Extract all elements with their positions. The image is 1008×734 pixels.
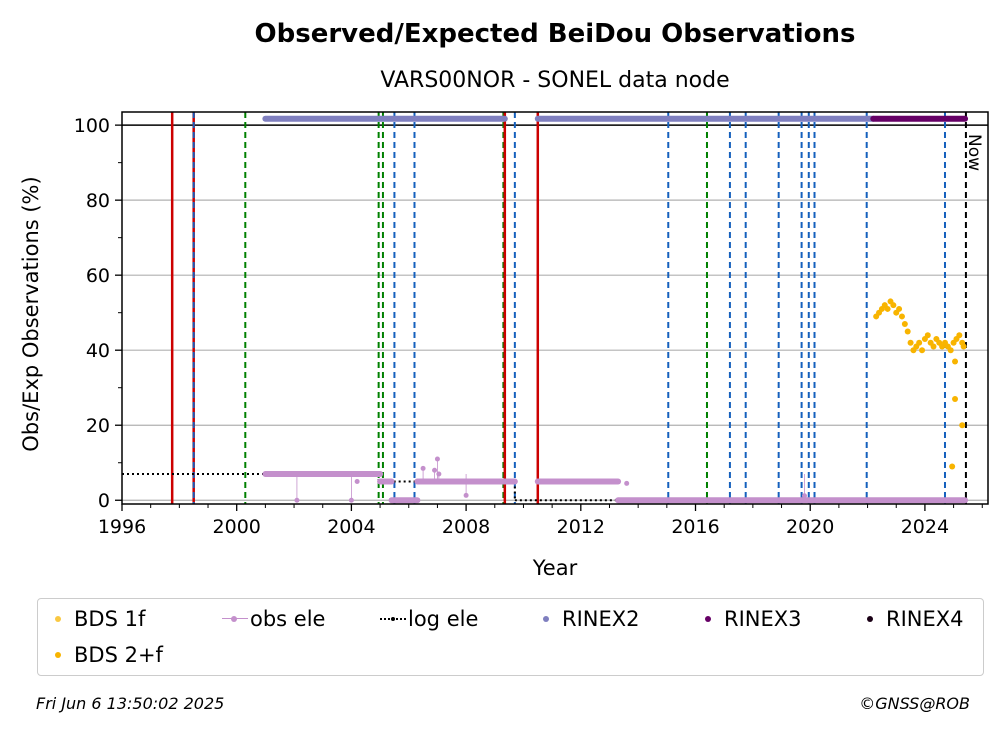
- legend-label: BDS 1f: [74, 607, 146, 631]
- obs-ele-point: [578, 478, 584, 484]
- bds-point: [924, 332, 931, 339]
- legend-item-obs-ele: obs ele: [222, 607, 325, 631]
- legend-label: BDS 2+f: [74, 643, 163, 667]
- x-axis-label: Year: [532, 556, 578, 580]
- legend-marker-rinex2: [534, 609, 560, 629]
- legend-label: log ele: [408, 607, 479, 631]
- legend-item-bds-1f: BDS 1f: [46, 607, 145, 631]
- y-tick-label: 80: [86, 190, 110, 212]
- legend-marker-obs-ele: [222, 609, 248, 629]
- legend-marker-bds-2f: [46, 645, 72, 665]
- bds-point: [952, 395, 959, 402]
- footer-timestamp: Fri Jun 6 13:50:02 2025: [36, 694, 225, 713]
- bds-point: [956, 332, 963, 339]
- y-tick-label: 20: [86, 415, 110, 437]
- bds-point: [884, 305, 891, 312]
- bds-point: [898, 313, 905, 320]
- bds-point: [901, 320, 908, 327]
- obs-ele-point: [463, 492, 469, 498]
- legend-label: RINEX2: [562, 607, 640, 631]
- legend-item-rinex4: RINEX4: [858, 607, 964, 631]
- bds-point: [904, 328, 911, 335]
- x-tick-label: 2004: [327, 516, 375, 538]
- legend-item-log-ele: log ele: [380, 607, 478, 631]
- bds-point: [959, 422, 966, 429]
- obs-ele-point: [801, 493, 807, 499]
- obs-ele-point: [434, 456, 440, 462]
- x-tick-label: 1996: [98, 516, 146, 538]
- bds-point: [890, 302, 897, 309]
- legend-marker-bds-1f: [46, 609, 72, 629]
- bds-point: [896, 305, 903, 312]
- x-tick-label: 2008: [442, 516, 490, 538]
- legend-marker-log-ele: [380, 609, 406, 629]
- legend: BDS 1f obs ele log ele RINEX2 RINEX3 RIN…: [37, 598, 984, 676]
- obs-ele-point: [294, 497, 300, 503]
- y-axis-label: Obs/Exp Observations (%): [19, 176, 43, 451]
- obs-ele-point: [432, 467, 438, 473]
- obs-ele-point: [420, 465, 426, 471]
- bds-point: [949, 463, 956, 470]
- legend-item-rinex2: RINEX2: [534, 607, 640, 631]
- bds-point: [947, 347, 954, 354]
- bds-point: [952, 358, 959, 365]
- plot-frame: [121, 111, 989, 505]
- legend-marker-rinex4: [858, 609, 884, 629]
- now-label: Now: [964, 134, 984, 171]
- legend-label: obs ele: [250, 607, 326, 631]
- bds-point: [907, 339, 914, 346]
- x-tick-label: 2012: [557, 516, 605, 538]
- vertical-event-lines: [170, 112, 967, 504]
- bds-point: [919, 347, 926, 354]
- chart-subtitle: VARS00NOR - SONEL data node: [380, 68, 729, 93]
- obs-ele-point: [624, 480, 630, 486]
- y-tick-label: 0: [98, 490, 110, 512]
- bds-point: [930, 343, 937, 350]
- legend-label: RINEX3: [724, 607, 802, 631]
- legend-item-bds-2f: BDS 2+f: [46, 643, 163, 667]
- chart-title: Observed/Expected BeiDou Observations: [255, 19, 856, 49]
- x-tick-label: 2024: [901, 516, 949, 538]
- legend-marker-rinex3: [696, 609, 722, 629]
- x-tick-label: 2016: [671, 516, 719, 538]
- x-tick-label: 2020: [786, 516, 834, 538]
- data-marks: [122, 115, 969, 504]
- axes: 0 20 40 60 80 100 1996 2000 2004 2008 2012 2016 2020…: [74, 115, 983, 538]
- y-tick-label: 100: [74, 115, 110, 137]
- x-tick-label: 2000: [213, 516, 261, 538]
- grid-lines: [122, 124, 988, 501]
- bds-point: [916, 339, 923, 346]
- obs-ele-point: [436, 471, 442, 477]
- bds-point: [960, 343, 967, 350]
- footer-credit: ©GNSS@ROB: [859, 694, 970, 713]
- legend-label: RINEX4: [886, 607, 964, 631]
- y-tick-label: 60: [86, 265, 110, 287]
- y-tick-label: 40: [86, 340, 110, 362]
- obs-ele-point: [354, 478, 360, 484]
- obs-ele-point: [348, 497, 354, 503]
- legend-item-rinex3: RINEX3: [696, 607, 802, 631]
